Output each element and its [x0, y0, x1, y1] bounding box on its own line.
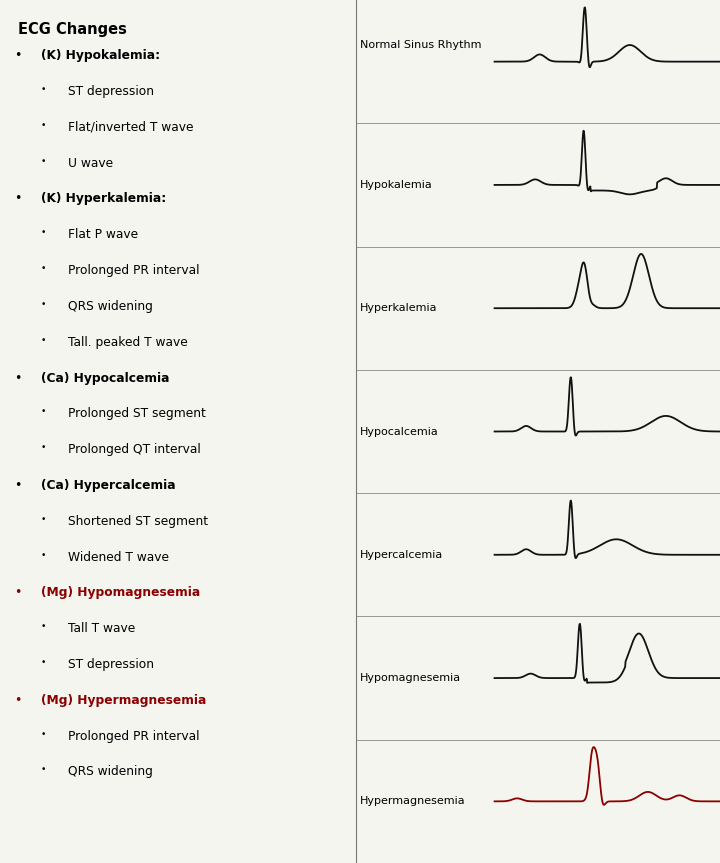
Text: ST depression: ST depression [68, 85, 153, 98]
Text: •: • [41, 730, 46, 739]
Text: Prolonged QT interval: Prolonged QT interval [68, 444, 200, 457]
Text: •: • [14, 192, 22, 205]
Text: Normal Sinus Rhythm: Normal Sinus Rhythm [360, 41, 482, 50]
Text: (Mg) Hypomagnesemia: (Mg) Hypomagnesemia [41, 587, 200, 600]
Text: •: • [41, 765, 46, 774]
Text: •: • [14, 49, 22, 62]
Text: Flat P wave: Flat P wave [68, 229, 138, 242]
Text: •: • [41, 121, 46, 129]
Text: Hyperkalemia: Hyperkalemia [360, 303, 438, 313]
Text: Tall. peaked T wave: Tall. peaked T wave [68, 336, 187, 349]
Text: QRS widening: QRS widening [68, 300, 153, 313]
Text: •: • [14, 372, 22, 385]
Text: Hypocalcemia: Hypocalcemia [360, 426, 438, 437]
Text: (Ca) Hypocalcemia: (Ca) Hypocalcemia [41, 372, 169, 385]
Text: •: • [41, 551, 46, 559]
Text: Hypomagnesemia: Hypomagnesemia [360, 673, 462, 683]
Text: Tall T wave: Tall T wave [68, 622, 135, 635]
Text: •: • [41, 622, 46, 631]
Text: •: • [14, 479, 22, 492]
Text: •: • [41, 229, 46, 237]
Text: •: • [41, 85, 46, 94]
Text: Hypermagnesemia: Hypermagnesemia [360, 797, 466, 806]
Text: Hypokalemia: Hypokalemia [360, 180, 433, 190]
Text: Flat/inverted T wave: Flat/inverted T wave [68, 121, 193, 134]
Text: ECG Changes: ECG Changes [18, 22, 127, 36]
Text: (Mg) Hypermagnesemia: (Mg) Hypermagnesemia [41, 694, 207, 707]
Text: •: • [41, 336, 46, 344]
Text: (Ca) Hypercalcemia: (Ca) Hypercalcemia [41, 479, 176, 492]
Text: Hypercalcemia: Hypercalcemia [360, 550, 444, 560]
Text: QRS widening: QRS widening [68, 765, 153, 778]
Text: •: • [41, 264, 46, 273]
Text: (K) Hyperkalemia:: (K) Hyperkalemia: [41, 192, 166, 205]
Text: •: • [41, 157, 46, 166]
Text: •: • [41, 407, 46, 416]
Text: Prolonged PR interval: Prolonged PR interval [68, 730, 199, 743]
Text: Shortened ST segment: Shortened ST segment [68, 514, 208, 528]
Text: •: • [14, 587, 22, 600]
Text: ST depression: ST depression [68, 658, 153, 671]
Text: •: • [41, 300, 46, 309]
Text: Prolonged ST segment: Prolonged ST segment [68, 407, 206, 420]
Text: U wave: U wave [68, 157, 113, 170]
Text: Prolonged PR interval: Prolonged PR interval [68, 264, 199, 277]
Text: •: • [41, 444, 46, 452]
Text: •: • [41, 658, 46, 667]
Text: •: • [14, 694, 22, 707]
Text: Widened T wave: Widened T wave [68, 551, 168, 564]
Text: •: • [41, 514, 46, 524]
Text: (K) Hypokalemia:: (K) Hypokalemia: [41, 49, 160, 62]
